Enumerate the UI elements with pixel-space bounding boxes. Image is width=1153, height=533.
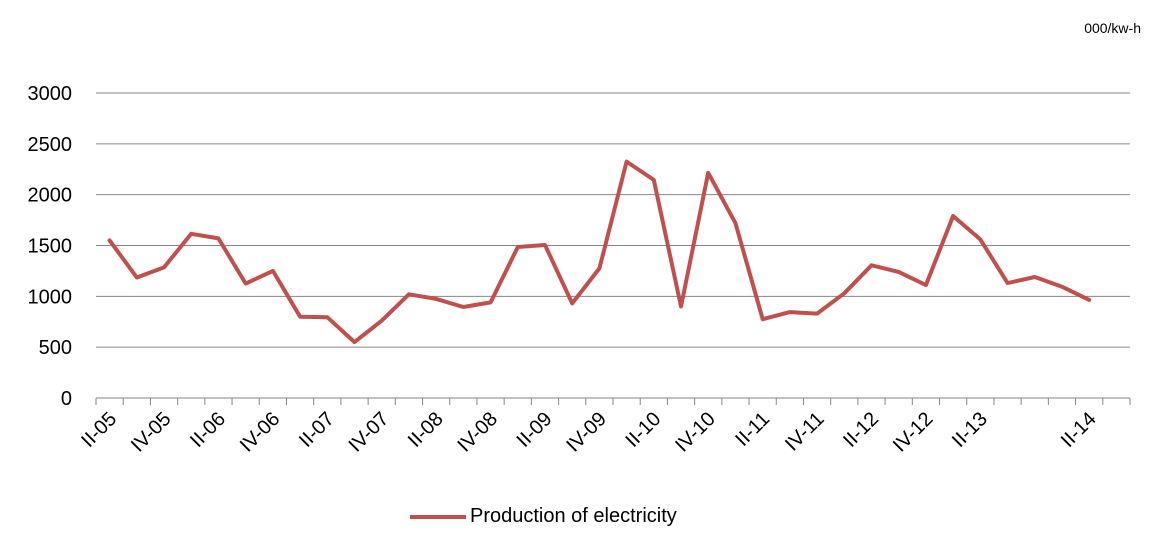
x-tick-label: IV-06 bbox=[236, 408, 285, 457]
x-tick-label: II-05 bbox=[77, 408, 121, 452]
series-line-production-of-electricity bbox=[107, 159, 1092, 345]
x-tick-label: IV-10 bbox=[671, 408, 720, 457]
x-tick-label: IV-08 bbox=[454, 408, 503, 457]
legend-swatch bbox=[410, 514, 466, 519]
x-tick-label: II-08 bbox=[404, 408, 448, 452]
y-tick-label: 2500 bbox=[28, 134, 73, 156]
y-tick-label: 1000 bbox=[28, 286, 73, 308]
y-tick-label: 500 bbox=[39, 337, 72, 359]
x-tick-label: II-12 bbox=[839, 408, 883, 452]
gridlines bbox=[96, 92, 1130, 348]
y-axis-tick-labels: 0 500 1000 1500 2000 2500 3000 bbox=[28, 83, 73, 410]
x-axis-tick-labels: II-05 IV-05 II-06 IV-06 II-07 IV-07 II-08 IV-08… bbox=[77, 408, 1100, 457]
unit-label: 000/kw-h bbox=[1084, 20, 1141, 36]
x-tick-label: IV-11 bbox=[781, 408, 829, 456]
legend: Production of electricity bbox=[410, 505, 677, 528]
x-tick-label: II-13 bbox=[948, 408, 992, 452]
x-tick-label: II-07 bbox=[295, 408, 339, 452]
x-tick-label: II-11 bbox=[731, 408, 774, 451]
x-tick-label: II-14 bbox=[1057, 408, 1101, 452]
y-tick-label: 0 bbox=[61, 388, 72, 410]
x-tick-label: IV-07 bbox=[345, 408, 394, 457]
y-tick-label: 3000 bbox=[28, 83, 73, 105]
x-tick-label: IV-12 bbox=[889, 408, 938, 457]
x-tick-label: II-06 bbox=[186, 408, 230, 452]
x-tick-label: II-10 bbox=[621, 408, 665, 452]
y-tick-label: 2000 bbox=[28, 185, 73, 207]
x-tick-label: IV-05 bbox=[127, 408, 176, 457]
x-tick-label: II-09 bbox=[513, 408, 557, 452]
y-tick-label: 1500 bbox=[28, 236, 73, 258]
x-axis bbox=[95, 397, 1131, 405]
x-tick-label: IV-09 bbox=[562, 408, 611, 457]
legend-label: Production of electricity bbox=[470, 505, 677, 527]
